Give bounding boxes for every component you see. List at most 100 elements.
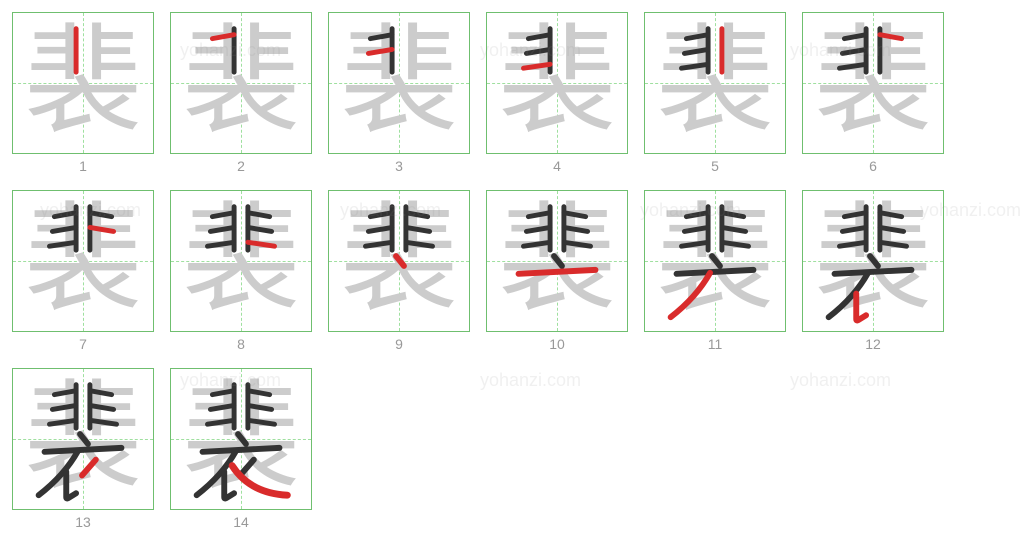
drawn-stroke — [564, 242, 591, 246]
sequence-number: 6 — [869, 158, 877, 174]
drawn-stroke — [722, 242, 749, 246]
drawn-stroke — [248, 213, 270, 217]
drawn-stroke — [370, 35, 392, 39]
stroke-cell: 裴1 — [12, 12, 154, 174]
drawn-stroke — [197, 451, 236, 495]
drawn-stroke — [365, 242, 392, 246]
stroke-cell: 裴6 — [802, 12, 944, 174]
drawn-stroke — [526, 227, 550, 231]
drawn-stroke — [248, 391, 270, 395]
stroke-cell: 裴 10 — [486, 190, 628, 352]
drawn-stroke — [880, 227, 904, 231]
drawn-stroke — [839, 64, 866, 68]
drawn-stroke — [248, 420, 275, 424]
current-stroke — [519, 270, 596, 274]
drawn-stroke — [681, 242, 708, 246]
drawn-stroke — [90, 420, 117, 424]
stroke-overlay — [329, 191, 469, 331]
drawn-stroke — [722, 213, 744, 217]
sequence-number: 3 — [395, 158, 403, 174]
drawn-stroke — [528, 35, 550, 39]
sequence-number: 10 — [549, 336, 565, 352]
drawn-stroke — [203, 448, 280, 452]
current-stroke — [671, 273, 710, 317]
stroke-order-grid: 裴1裴2裴3裴4裴5裴6裴7裴8裴9裴10裴11裴12裴13裴14 — [0, 0, 1024, 542]
character-box: 裴 — [12, 12, 154, 154]
character-box: 裴 — [12, 368, 154, 510]
sequence-number: 7 — [79, 336, 87, 352]
drawn-stroke — [835, 270, 912, 274]
sequence-number: 13 — [75, 514, 91, 530]
character-box: 裴 — [328, 190, 470, 332]
drawn-stroke — [684, 49, 708, 53]
character-box: 裴 — [170, 190, 312, 332]
drawn-stroke — [368, 227, 392, 231]
sequence-number: 1 — [79, 158, 87, 174]
drawn-stroke — [406, 227, 430, 231]
drawn-stroke — [210, 405, 234, 409]
stroke-cell: 裴2 — [170, 12, 312, 174]
stroke-overlay — [487, 191, 627, 331]
drawn-stroke — [207, 420, 234, 424]
stroke-overlay — [487, 13, 627, 153]
drawn-stroke — [52, 227, 76, 231]
drawn-stroke — [212, 213, 234, 217]
current-stroke — [82, 460, 96, 476]
stroke-overlay — [329, 13, 469, 153]
stroke-overlay — [803, 191, 943, 331]
drawn-stroke — [712, 256, 720, 266]
stroke-overlay — [13, 369, 153, 509]
stroke-overlay — [171, 191, 311, 331]
drawn-stroke — [52, 405, 76, 409]
drawn-stroke — [248, 405, 272, 409]
drawn-stroke — [210, 227, 234, 231]
character-box: 裴 — [802, 12, 944, 154]
drawn-stroke — [224, 472, 234, 499]
drawn-stroke — [90, 213, 112, 217]
drawn-stroke — [90, 391, 112, 395]
drawn-stroke — [829, 273, 868, 317]
drawn-stroke — [870, 256, 878, 266]
drawn-stroke — [842, 227, 866, 231]
current-stroke — [880, 35, 902, 39]
drawn-stroke — [844, 35, 866, 39]
stroke-cell: 裴14 — [170, 368, 312, 530]
drawn-stroke — [212, 391, 234, 395]
stroke-cell: 裴4 — [486, 12, 628, 174]
drawn-stroke — [844, 213, 866, 217]
character-box: 裴 — [644, 12, 786, 154]
drawn-stroke — [722, 227, 746, 231]
stroke-cell: 裴 13 — [12, 368, 154, 530]
sequence-number: 2 — [237, 158, 245, 174]
sequence-number: 12 — [865, 336, 881, 352]
drawn-stroke — [677, 270, 754, 274]
drawn-stroke — [880, 242, 907, 246]
drawn-stroke — [370, 213, 392, 217]
character-box: 裴 — [328, 12, 470, 154]
drawn-stroke — [54, 213, 76, 217]
drawn-stroke — [686, 35, 708, 39]
stroke-cell: 裴11 — [644, 190, 786, 352]
sequence-number: 8 — [237, 336, 245, 352]
current-stroke — [232, 466, 287, 496]
character-box: 裴 — [486, 190, 628, 332]
current-stroke — [248, 242, 275, 246]
stroke-cell: 裴8 — [170, 190, 312, 352]
drawn-stroke — [839, 242, 866, 246]
stroke-overlay — [171, 13, 311, 153]
character-box: 裴 — [802, 190, 944, 332]
sequence-number: 4 — [553, 158, 561, 174]
drawn-stroke — [207, 242, 234, 246]
current-stroke — [523, 64, 550, 68]
stroke-cell: 裴 12 — [802, 190, 944, 352]
current-stroke — [212, 35, 234, 39]
drawn-stroke — [684, 227, 708, 231]
stroke-cell: 裴3 — [328, 12, 470, 174]
drawn-stroke — [406, 242, 433, 246]
character-box: 裴 — [644, 190, 786, 332]
drawn-stroke — [564, 227, 588, 231]
drawn-stroke — [248, 227, 272, 231]
drawn-stroke — [406, 213, 428, 217]
stroke-cell: 裴5 — [644, 12, 786, 174]
drawn-stroke — [54, 391, 76, 395]
